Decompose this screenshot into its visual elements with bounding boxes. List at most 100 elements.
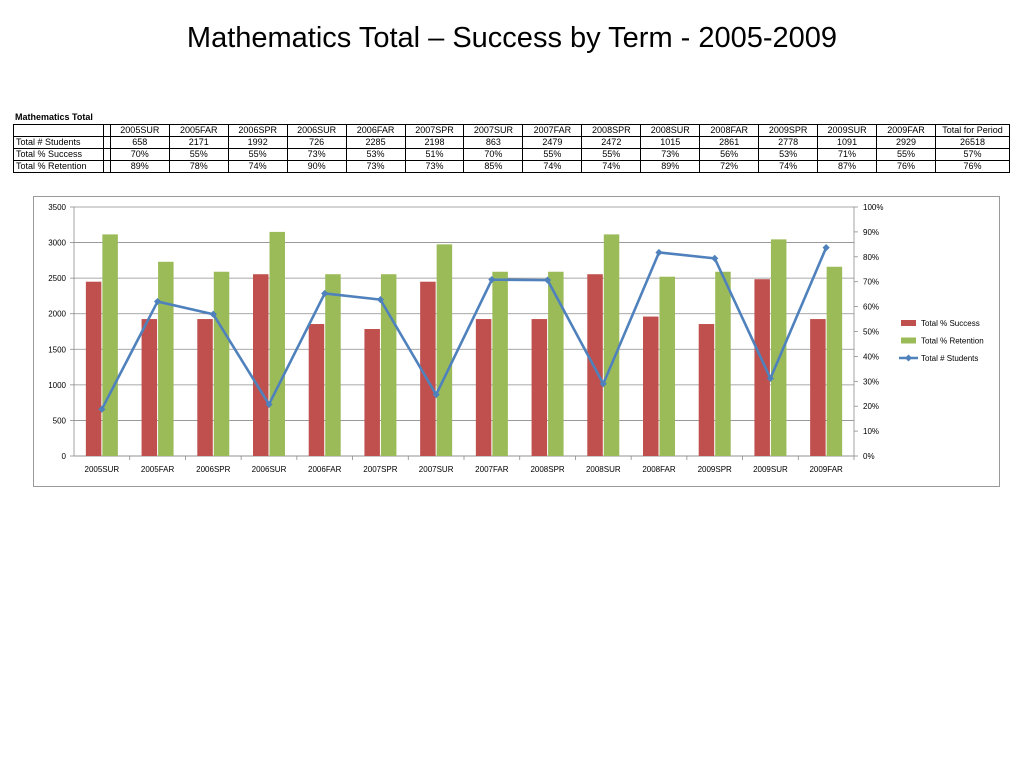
table-cell: 1091 bbox=[817, 136, 878, 149]
legend-swatch bbox=[901, 337, 916, 344]
table-gap-cell bbox=[102, 124, 111, 137]
table-cell: 73% bbox=[404, 160, 465, 173]
y-left-tick-label: 1500 bbox=[48, 345, 66, 354]
legend-label: Total % Retention bbox=[921, 337, 984, 346]
x-tick-label: 2006SUR bbox=[252, 465, 287, 474]
data-table: 2005SUR 2005FAR 2006SPR 2006SUR 2006FAR 2007S… bbox=[13, 124, 1011, 173]
table-cell: 863 bbox=[463, 136, 524, 149]
bar-success bbox=[531, 319, 548, 456]
table-header-cell: 2006SUR bbox=[286, 124, 347, 137]
y-right-tick-label: 70% bbox=[863, 278, 879, 287]
table-cell: 55% bbox=[168, 148, 229, 161]
bar-retention bbox=[659, 276, 675, 456]
legend-label: Total # Students bbox=[921, 354, 978, 363]
bar-success bbox=[308, 324, 325, 456]
bar-retention bbox=[325, 274, 341, 456]
table-header-cell: 2008FAR bbox=[699, 124, 760, 137]
table-gap-cell bbox=[102, 160, 111, 173]
table-header-cell: 2006SPR bbox=[227, 124, 288, 137]
slide-title: Mathematics Total – Success by Term - 20… bbox=[186, 22, 838, 54]
bar-success bbox=[197, 319, 213, 456]
bar-success bbox=[643, 316, 659, 456]
table-cell: 2479 bbox=[522, 136, 583, 149]
bar-success bbox=[253, 274, 269, 456]
table-cell: 53% bbox=[758, 148, 819, 161]
table-cell: 2285 bbox=[345, 136, 406, 149]
table-cell: 2861 bbox=[699, 136, 760, 149]
table-cell: 55% bbox=[227, 148, 288, 161]
table-cell: 74% bbox=[227, 160, 288, 173]
table-cell: 55% bbox=[876, 148, 936, 161]
x-tick-label: 2009SUR bbox=[753, 465, 788, 474]
bar-retention bbox=[826, 266, 843, 456]
bar-success bbox=[587, 274, 603, 456]
x-tick-label: 2008SUR bbox=[586, 465, 621, 474]
bar-retention bbox=[158, 261, 174, 456]
x-tick-label: 2009FAR bbox=[809, 465, 843, 474]
y-left-tick-label: 2000 bbox=[48, 310, 66, 319]
y-right-tick-label: 30% bbox=[863, 377, 879, 386]
table-cell: 26518 bbox=[934, 136, 1011, 149]
x-tick-label: 2006FAR bbox=[308, 465, 342, 474]
table-header-cell: 2009FAR bbox=[876, 124, 936, 137]
table-cell: 55% bbox=[522, 148, 583, 161]
bar-success bbox=[85, 281, 102, 456]
x-tick-label: 2009SPR bbox=[698, 465, 732, 474]
table-cell: 78% bbox=[168, 160, 229, 173]
table-cell: 87% bbox=[817, 160, 878, 173]
table-cell: 85% bbox=[463, 160, 524, 173]
bar-success bbox=[420, 281, 436, 456]
table-row-label: Total # Students bbox=[13, 136, 104, 149]
students-marker bbox=[543, 276, 552, 284]
bar-success bbox=[364, 329, 380, 456]
y-right-tick-label: 90% bbox=[863, 228, 879, 237]
table-cell: 76% bbox=[876, 160, 936, 173]
table-cell: 57% bbox=[934, 148, 1011, 161]
table-cell: 73% bbox=[286, 148, 347, 161]
bar-retention bbox=[380, 274, 397, 456]
table-cell: 70% bbox=[109, 148, 170, 161]
table-header-cell: 2007FAR bbox=[522, 124, 583, 137]
students-line bbox=[100, 247, 828, 410]
bar-retention bbox=[603, 234, 620, 456]
table-header-cell: 2005FAR bbox=[168, 124, 229, 137]
x-tick-label: 2007SPR bbox=[363, 465, 397, 474]
table-header-cell: Total for Period bbox=[934, 124, 1011, 137]
table-cell: 73% bbox=[345, 160, 406, 173]
bar-retention bbox=[492, 271, 508, 456]
table-header-cell: 2008SPR bbox=[581, 124, 642, 137]
bar-success bbox=[698, 324, 715, 456]
table-caption: Mathematics Total bbox=[15, 112, 93, 122]
bar-retention bbox=[770, 239, 787, 456]
table-header-cell: 2006FAR bbox=[345, 124, 406, 137]
table-cell: 70% bbox=[463, 148, 524, 161]
table-cell: 74% bbox=[758, 160, 819, 173]
table-cell: 2929 bbox=[876, 136, 936, 149]
table-cell: 2778 bbox=[758, 136, 819, 149]
y-right-tick-label: 60% bbox=[863, 303, 879, 312]
table-cell: 76% bbox=[934, 160, 1011, 173]
table-header-cell: 2009SPR bbox=[758, 124, 819, 137]
students-marker bbox=[376, 296, 385, 304]
table-cell: 658 bbox=[109, 136, 170, 149]
students-marker bbox=[265, 400, 273, 408]
y-left-tick-label: 1000 bbox=[48, 381, 66, 390]
y-right-tick-label: 40% bbox=[863, 352, 879, 361]
x-tick-label: 2006SPR bbox=[196, 465, 230, 474]
table-row: Total % Retention 89% 78% 74% 90% 73% 73% 85% 74… bbox=[13, 160, 1011, 173]
table-gap-cell bbox=[102, 136, 111, 149]
x-tick-label: 2007SUR bbox=[419, 465, 454, 474]
table-cell: 72% bbox=[699, 160, 760, 173]
table-header-cell: 2009SUR bbox=[817, 124, 878, 137]
legend-swatch bbox=[901, 320, 916, 326]
y-right-tick-label: 0% bbox=[863, 452, 875, 461]
table-row: Total % Success 70% 55% 55% 73% 53% 51% 70% 55% 5… bbox=[13, 148, 1011, 161]
table-cell: 2198 bbox=[404, 136, 465, 149]
x-tick-label: 2008SPR bbox=[530, 465, 564, 474]
table-cell: 74% bbox=[581, 160, 642, 173]
y-left-tick-label: 3000 bbox=[48, 239, 66, 248]
table-row-label: Total % Retention bbox=[13, 160, 104, 173]
y-right-tick-label: 80% bbox=[863, 253, 879, 262]
bar-retention bbox=[715, 271, 731, 456]
bar-retention bbox=[436, 244, 453, 456]
